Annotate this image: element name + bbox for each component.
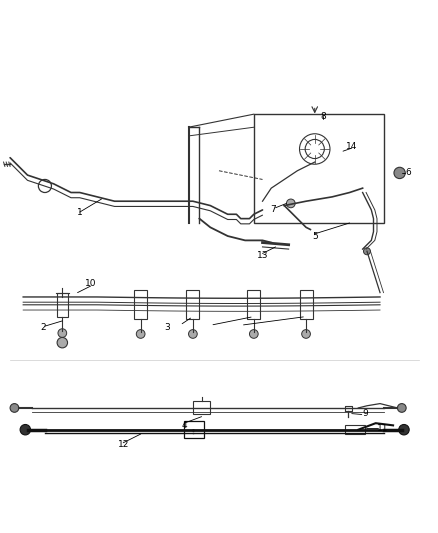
Circle shape	[302, 329, 311, 338]
Circle shape	[286, 199, 295, 208]
Text: 10: 10	[85, 279, 96, 288]
Text: 1: 1	[77, 207, 83, 216]
Circle shape	[188, 329, 197, 338]
Bar	[186, 290, 199, 319]
Bar	[247, 290, 260, 319]
Circle shape	[364, 248, 371, 255]
Text: 6: 6	[406, 168, 411, 177]
Text: 2: 2	[40, 323, 46, 332]
Text: 9: 9	[362, 409, 367, 418]
Circle shape	[20, 424, 31, 435]
Text: 4: 4	[181, 421, 187, 430]
Text: 13: 13	[257, 251, 268, 260]
Bar	[184, 421, 204, 439]
Text: 5: 5	[312, 231, 318, 240]
Text: 12: 12	[117, 440, 129, 449]
Bar	[254, 114, 385, 223]
Circle shape	[397, 403, 406, 413]
Circle shape	[250, 329, 258, 338]
Text: 3: 3	[164, 323, 170, 332]
Circle shape	[394, 167, 405, 179]
Bar	[300, 290, 313, 319]
Circle shape	[136, 329, 145, 338]
Bar	[57, 293, 68, 317]
Bar	[193, 401, 210, 415]
Bar	[134, 290, 147, 319]
Circle shape	[57, 337, 67, 348]
Circle shape	[58, 329, 67, 337]
Text: 14: 14	[346, 142, 357, 151]
Bar	[345, 425, 365, 434]
Text: 11: 11	[376, 424, 388, 433]
Text: 8: 8	[321, 112, 326, 121]
Text: 7: 7	[271, 205, 276, 214]
Circle shape	[10, 403, 19, 413]
Circle shape	[399, 424, 409, 435]
